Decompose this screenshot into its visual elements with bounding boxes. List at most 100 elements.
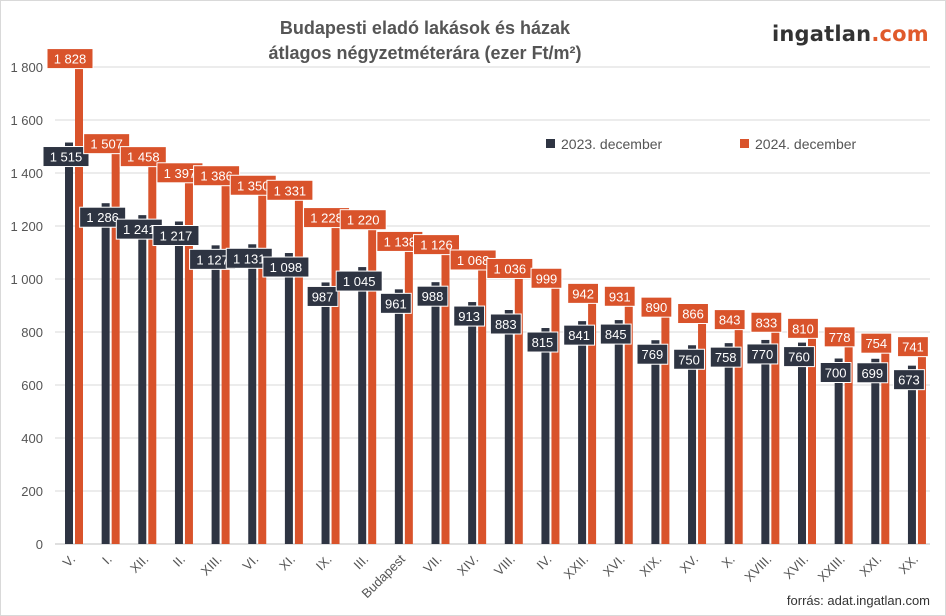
x-tick-label: XXI.	[856, 552, 884, 580]
bar-2023	[688, 345, 697, 544]
x-tick-label: VII.	[420, 552, 444, 576]
data-label-2024-box	[897, 336, 929, 358]
data-label-2023-box	[79, 206, 127, 228]
bar-2024	[75, 59, 83, 545]
data-label-2024-box	[266, 179, 314, 201]
bar-2023	[651, 340, 660, 544]
data-label-2023: 769	[642, 347, 664, 362]
data-label-2023: 699	[861, 366, 883, 381]
x-tick-label: XX.	[896, 552, 921, 577]
data-label-2024-box	[640, 296, 673, 318]
y-tick-label: 800	[21, 325, 43, 340]
bar-2023	[541, 328, 550, 544]
bar-2024	[184, 173, 193, 545]
bar-2024	[881, 344, 890, 544]
bar-2024	[917, 347, 926, 544]
x-tick-label: I.	[99, 552, 115, 568]
bar-2023	[284, 253, 293, 544]
data-label-2024: 843	[719, 313, 741, 328]
data-label-2023: 1 127	[196, 252, 229, 267]
x-tick-label: XVII.	[781, 552, 812, 583]
data-label-2023: 1 045	[343, 274, 376, 289]
bar-2023	[138, 215, 147, 544]
data-label-2024-box	[750, 311, 783, 333]
x-tick-label: III.	[350, 552, 371, 573]
x-tick-label: XIII.	[198, 552, 225, 579]
data-label-2024: 1 220	[347, 213, 380, 228]
data-label-2024-box	[530, 267, 563, 289]
bar-2024	[624, 297, 633, 544]
data-label-2024-box	[677, 303, 709, 325]
data-label-2024: 866	[682, 307, 704, 322]
x-tick-label: X.	[719, 552, 738, 571]
data-label-2023-box	[526, 331, 559, 353]
bar-2023	[761, 339, 770, 544]
data-label-2024-box	[413, 234, 460, 256]
bar-2024	[808, 329, 816, 544]
data-label-2024-box	[787, 317, 819, 339]
bar-2024	[478, 260, 487, 544]
bar-2024	[294, 191, 303, 544]
chart-title-line-1: Budapesti eladó lakások és házak	[279, 18, 571, 38]
bar-2023	[578, 321, 587, 544]
data-label-2023: 1 241	[123, 222, 156, 237]
bar-2024	[148, 157, 157, 544]
legend-swatch-2024	[740, 139, 749, 148]
data-label-2023-box	[489, 313, 522, 335]
legend-swatch-2023	[546, 139, 555, 148]
bar-2024	[771, 323, 780, 544]
x-tick-label: XVI.	[600, 552, 628, 580]
data-label-2024-box	[603, 285, 636, 307]
data-label-2024: 942	[572, 286, 594, 301]
bar-2024	[588, 294, 597, 544]
data-label-2023-box	[746, 343, 779, 365]
bar-2024	[514, 269, 523, 544]
data-label-2023: 1 098	[270, 260, 303, 275]
x-tick-label: XIV.	[454, 552, 481, 579]
y-tick-label: 0	[36, 537, 43, 552]
bar-2024	[441, 245, 450, 545]
data-label-2024: 1 331	[274, 183, 307, 198]
chart-title: Budapesti eladó lakások és házak átlagos…	[200, 16, 650, 66]
bar-2023	[211, 245, 220, 544]
x-tick-label: XII.	[127, 552, 151, 576]
y-tick-label: 1 200	[10, 219, 43, 234]
data-label-2024: 1 228	[310, 211, 343, 226]
data-label-2023-box	[856, 362, 889, 384]
data-label-2024: 1 397	[164, 166, 197, 181]
data-label-2024: 778	[829, 330, 851, 345]
data-label-2023: 673	[898, 373, 920, 388]
data-label-2023-box	[379, 292, 412, 314]
bar-2023	[65, 142, 73, 544]
data-label-2023-box	[563, 324, 596, 346]
data-label-2024: 810	[792, 321, 814, 336]
data-label-2023: 987	[312, 289, 334, 304]
data-label-2024: 999	[536, 271, 558, 286]
bar-2023	[468, 302, 477, 544]
data-label-2023: 1 217	[160, 228, 193, 243]
x-tick-label: V.	[60, 552, 78, 570]
data-label-2024: 1 126	[420, 238, 453, 253]
brand-logo: ingatlan.com	[772, 22, 929, 46]
data-label-2023-box	[416, 285, 449, 307]
data-label-2024: 1 828	[54, 52, 87, 67]
data-label-2023-box	[152, 224, 200, 246]
bar-2023	[321, 282, 330, 544]
x-tick-label: XIX.	[637, 552, 665, 580]
bar-2024	[111, 144, 120, 544]
bar-2023	[431, 282, 440, 544]
y-tick-label: 1 400	[10, 166, 43, 181]
bar-2023	[724, 343, 733, 544]
data-label-2023: 961	[385, 296, 407, 311]
brand-logo-name: ingatlan	[772, 22, 872, 46]
x-tick-label: VI.	[240, 552, 262, 574]
bar-2023	[614, 320, 623, 544]
bar-2024	[258, 186, 267, 544]
data-label-2023: 841	[568, 328, 590, 343]
brand-logo-domain: .com	[871, 22, 929, 46]
legend-label-2023: 2023. december	[561, 136, 663, 152]
y-tick-label: 1 000	[10, 272, 43, 287]
x-tick-label: XVIII.	[741, 552, 774, 585]
bar-2023	[834, 358, 843, 544]
